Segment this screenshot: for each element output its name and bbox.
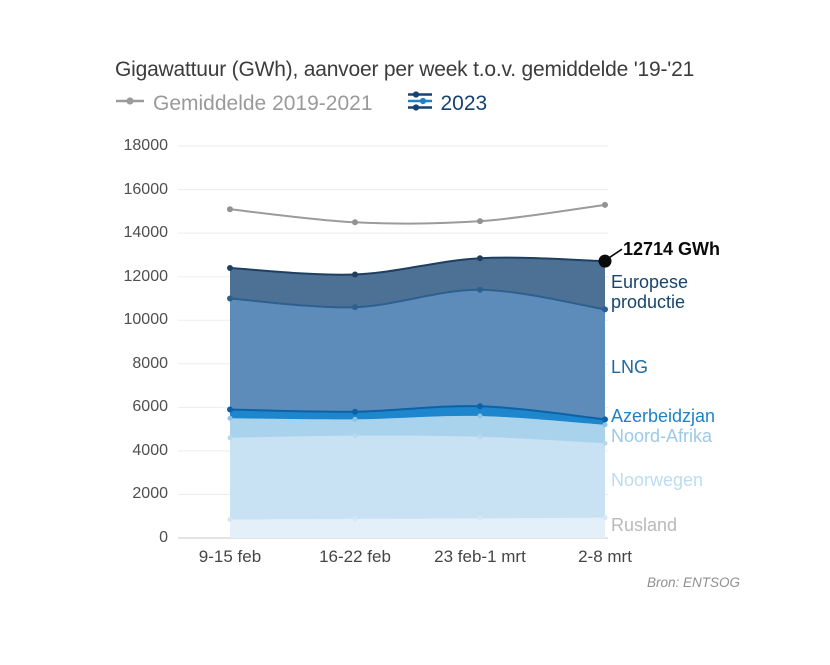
legend-2023-label: 2023 — [440, 91, 488, 115]
dot-noorwegen — [477, 434, 483, 440]
series-label-noorwegen: Noorwegen — [611, 470, 704, 490]
y-axis-tick-label: 16000 — [123, 180, 169, 198]
series-label-azerbeidzjan: Azerbeidzjan — [611, 406, 716, 426]
dot-rusland — [352, 516, 358, 522]
dot-lng — [227, 295, 233, 302]
dot-noorwegen — [602, 440, 608, 446]
dot-lng — [477, 286, 483, 293]
dot-azerbeidzjan — [352, 408, 358, 415]
annotation-dot — [598, 254, 612, 268]
dot-noord-afrika — [602, 422, 608, 428]
dot-rusland — [227, 516, 233, 522]
legend-average-label: Gemiddelde 2019-2021 — [153, 91, 373, 115]
area-rusland — [230, 517, 605, 538]
y-axis-tick-label: 2000 — [132, 485, 168, 503]
stacked-lines-icon — [407, 90, 433, 117]
average-line-dot — [602, 201, 608, 208]
area-noorwegen — [230, 435, 605, 538]
dot-noord-afrika — [352, 416, 358, 422]
series-label-noord-afrika: Noord-Afrika — [611, 426, 713, 446]
annotation-connector — [609, 248, 623, 258]
x-axis-tick-label: 23 feb-1 mrt — [434, 547, 526, 566]
dot-noord-afrika — [477, 413, 483, 419]
average-line-dot — [352, 219, 358, 226]
series-label-lng: LNG — [611, 357, 649, 377]
y-axis-tick-label: 10000 — [123, 311, 169, 329]
dot-azerbeidzjan — [602, 416, 608, 423]
y-axis-tick-label: 18000 — [123, 137, 169, 155]
dot-noorwegen — [227, 435, 233, 441]
line-azerbeidzjan — [229, 405, 606, 421]
average-line-dot — [477, 218, 483, 225]
y-axis-tick-label: 12000 — [123, 267, 169, 285]
average-line-dot — [227, 206, 233, 213]
chart-title: Gigawattuur (GWh), aanvoer per week t.o.… — [115, 58, 695, 81]
series-label-rusland: Rusland — [611, 515, 678, 535]
dot-rusland — [602, 515, 608, 521]
dot-noord-afrika — [227, 415, 233, 421]
dot-azerbeidzjan — [477, 403, 483, 410]
dot-rusland — [477, 515, 483, 521]
y-axis-tick-label: 4000 — [132, 441, 168, 459]
dot-lng — [352, 304, 358, 311]
legend-item-average: Gemiddelde 2019-2021 — [115, 90, 373, 117]
x-axis-tick-label: 2-8 mrt — [578, 547, 632, 566]
series-label-europese-productie: Europese productie — [611, 272, 689, 312]
y-axis-tick-label: 14000 — [123, 224, 169, 242]
dot-europese-productie — [352, 271, 358, 278]
dot-azerbeidzjan — [227, 406, 233, 413]
y-axis-tick-label: 6000 — [132, 398, 168, 416]
x-axis-tick-label: 16-22 feb — [319, 547, 391, 566]
average-line-icon — [115, 90, 145, 117]
dot-lng — [602, 306, 608, 313]
y-axis-tick-label: 0 — [159, 529, 168, 546]
y-axis-tick-label: 8000 — [132, 354, 168, 372]
line-europese-productie — [229, 256, 606, 276]
dot-europese-productie — [477, 255, 483, 262]
x-axis-tick-label: 9-15 feb — [198, 547, 262, 566]
chart-legend: Gemiddelde 2019-2021 2023 — [115, 90, 487, 117]
dot-europese-productie — [227, 264, 233, 271]
dot-noorwegen — [352, 433, 358, 439]
source-credit: Bron: ENTSOG — [646, 575, 740, 590]
value-annotation: 12714 GWh — [623, 239, 721, 259]
line-lng — [229, 288, 606, 311]
legend-item-2023: 2023 — [407, 90, 488, 117]
average-line — [229, 203, 606, 225]
